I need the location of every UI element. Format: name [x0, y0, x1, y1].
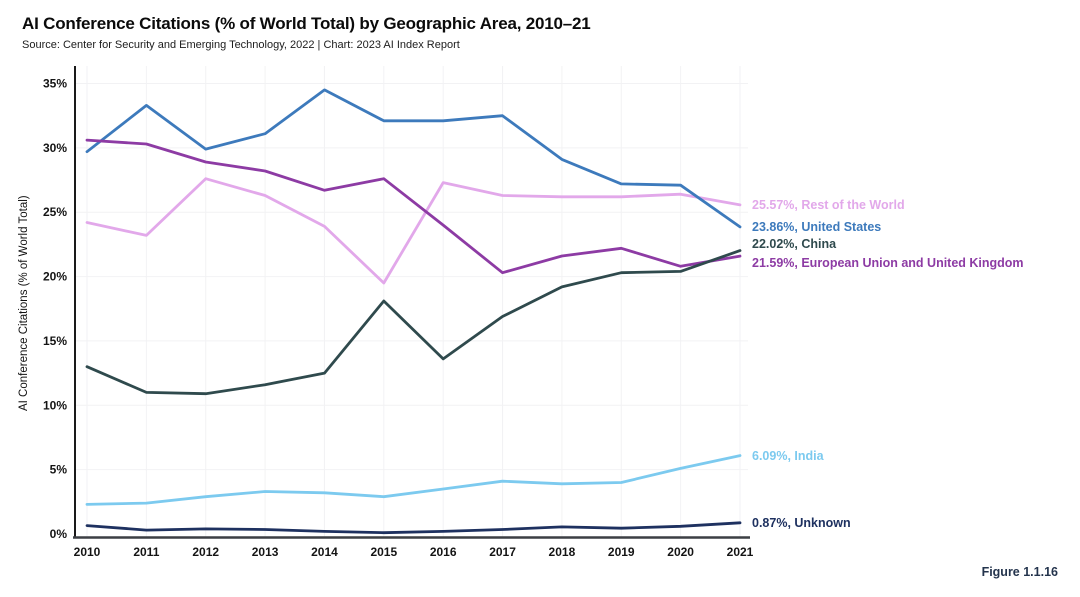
x-tick-label: 2012	[192, 545, 219, 559]
y-tick-label: 0%	[50, 527, 68, 541]
x-tick-label: 2017	[489, 545, 516, 559]
end-label-unknown: 0.87%, Unknown	[752, 515, 851, 530]
series-line-european-union-and-united-kingdom	[85, 138, 742, 275]
end-label-india: 6.09%, India	[752, 448, 824, 463]
x-tick-label: 2011	[133, 545, 159, 559]
x-tick-label: 2019	[608, 545, 635, 559]
y-tick-label: 25%	[43, 205, 67, 219]
y-tick-label: 10%	[43, 398, 67, 412]
x-tick-label: 2021	[727, 545, 754, 559]
series-line-rest-of-the-world	[85, 177, 742, 285]
end-label-rest-of-the-world: 25.57%, Rest of the World	[752, 197, 905, 212]
x-tick-label: 2020	[667, 545, 694, 559]
x-tick-label: 2018	[549, 545, 576, 559]
y-tick-label: 20%	[43, 270, 67, 284]
x-tick-label: 2013	[252, 545, 279, 559]
end-label-european-union-and-united-kingdom: 21.59%, European Union and United Kingdo…	[752, 255, 1024, 270]
series-line-united-states	[85, 88, 742, 229]
end-label-china: 22.02%, China	[752, 236, 837, 251]
chart-subtitle: Source: Center for Security and Emerging…	[22, 39, 460, 51]
chart-title: AI Conference Citations (% of World Tota…	[22, 14, 591, 33]
y-tick-label: 35%	[43, 77, 67, 91]
y-tick-label: 15%	[43, 334, 67, 348]
end-label-united-states: 23.86%, United States	[752, 219, 882, 234]
y-tick-label: 5%	[50, 463, 68, 477]
x-tick-label: 2015	[370, 545, 397, 559]
x-tick-label: 2014	[311, 545, 338, 559]
x-tick-label: 2016	[430, 545, 457, 559]
series-line-unknown	[85, 521, 742, 535]
x-tick-label: 2010	[74, 545, 101, 559]
figure-number-label: Figure 1.1.16	[981, 565, 1058, 579]
series-line-china	[85, 249, 742, 396]
y-tick-label: 30%	[43, 141, 67, 155]
series-line-india	[85, 454, 742, 506]
